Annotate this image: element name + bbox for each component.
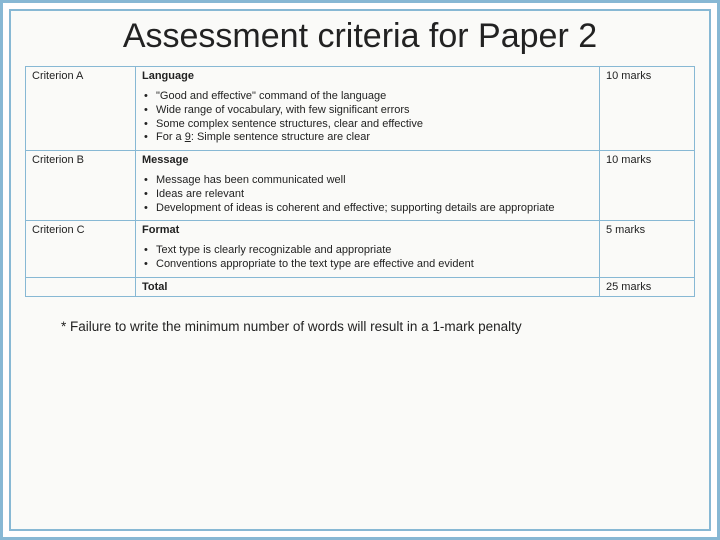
bullet-item: Some complex sentence structures, clear … [144, 118, 593, 132]
criterion-label: Criterion C [26, 221, 136, 278]
criterion-marks: 10 marks [600, 151, 695, 221]
criterion-marks: 10 marks [600, 67, 695, 151]
bullet-item: "Good and effective" command of the lang… [144, 90, 593, 104]
bullet-item: Ideas are relevant [144, 188, 593, 202]
criterion-name: Language [136, 67, 600, 86]
bullet-item: Wide range of vocabulary, with few signi… [144, 104, 593, 118]
total-label: Total [136, 277, 600, 296]
criterion-bullets: "Good and effective" command of the lang… [136, 85, 600, 151]
criterion-label: Criterion B [26, 151, 136, 221]
total-marks: 25 marks [600, 277, 695, 296]
criterion-label: Criterion A [26, 67, 136, 151]
bullet-item: Message has been communicated well [144, 174, 593, 188]
bullets-list-a: "Good and effective" command of the lang… [142, 88, 593, 147]
bullets-list-c: Text type is clearly recognizable and ap… [142, 242, 593, 274]
footnote: * Failure to write the minimum number of… [25, 297, 695, 334]
bullet-item: Text type is clearly recognizable and ap… [144, 244, 593, 258]
slide-inner-frame: Assessment criteria for Paper 2 Criterio… [9, 9, 711, 531]
criterion-name: Format [136, 221, 600, 240]
criterion-marks: 5 marks [600, 221, 695, 278]
criteria-table: Criterion A Language 10 marks "Good and … [25, 66, 695, 297]
slide-outer-frame: Assessment criteria for Paper 2 Criterio… [0, 0, 720, 540]
bullets-list-b: Message has been communicated wellIdeas … [142, 172, 593, 217]
criterion-name: Message [136, 151, 600, 170]
slide-title: Assessment criteria for Paper 2 [25, 15, 695, 66]
criterion-bullets: Text type is clearly recognizable and ap… [136, 239, 600, 277]
bullet-item: Conventions appropriate to the text type… [144, 258, 593, 272]
bullet-item: For a 9: Simple sentence structure are c… [144, 131, 593, 145]
total-empty-cell [26, 277, 136, 296]
criterion-bullets: Message has been communicated wellIdeas … [136, 169, 600, 221]
bullet-item: Development of ideas is coherent and eff… [144, 202, 593, 216]
